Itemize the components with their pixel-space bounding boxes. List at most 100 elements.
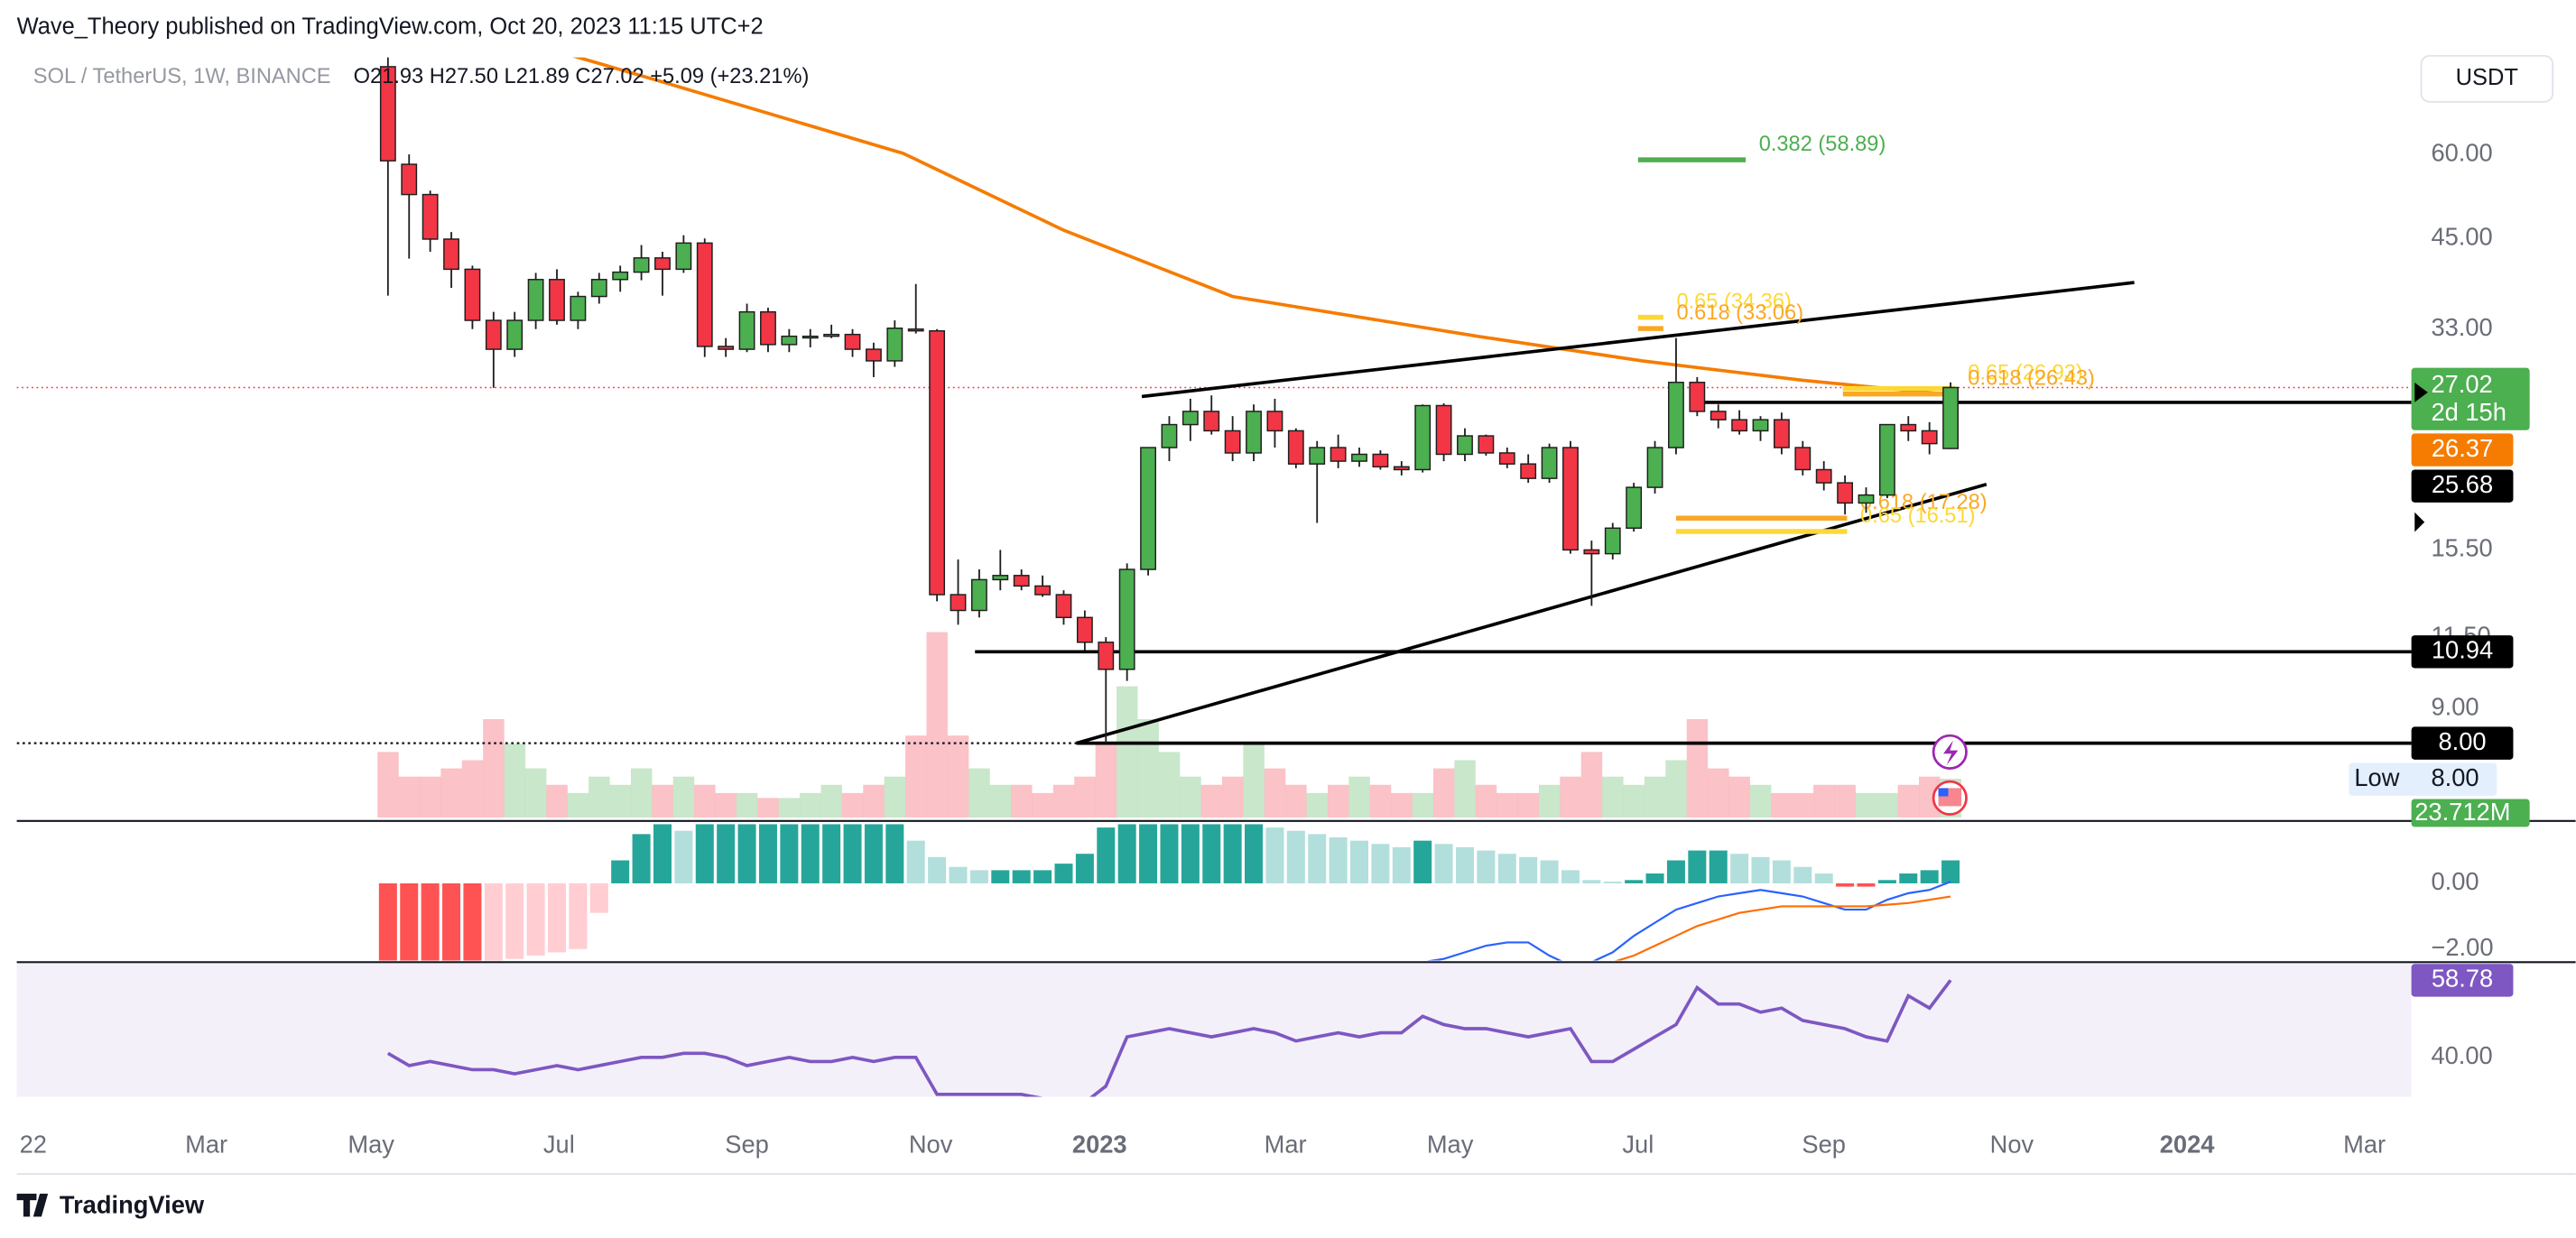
candle-body xyxy=(1161,423,1178,448)
volume-bar xyxy=(968,768,990,818)
candle-body xyxy=(696,242,713,347)
macd-histogram-bar xyxy=(1223,824,1242,883)
candle-body xyxy=(1668,382,1684,448)
candle-body xyxy=(1034,585,1052,596)
macd-histogram-bar xyxy=(969,870,988,883)
candle-body xyxy=(590,279,607,298)
macd-histogram-bar xyxy=(1075,854,1094,883)
y-tick-label: 45.00 xyxy=(2431,222,2492,250)
macd-histogram-bar xyxy=(378,882,397,961)
candle-body xyxy=(760,310,776,346)
volume-bar xyxy=(398,776,421,818)
candle-body xyxy=(929,329,946,596)
logo xyxy=(16,1193,49,1217)
candle-body xyxy=(970,578,987,612)
candle-body xyxy=(1224,430,1241,454)
y-tick-label: 60.00 xyxy=(2431,138,2492,166)
volume-bar xyxy=(1686,718,1709,818)
volume-pane xyxy=(377,632,1961,818)
trendline xyxy=(1141,281,2135,399)
volume-bar xyxy=(1644,776,1666,818)
candle-body xyxy=(549,279,565,321)
candle-body xyxy=(738,310,755,350)
brand: TradingView xyxy=(60,1191,205,1219)
macd-histogram-bar xyxy=(1392,846,1411,883)
macd-histogram-bar xyxy=(1033,870,1052,883)
x-tick-label: Jul xyxy=(1622,1130,1654,1158)
volume-bar xyxy=(1158,752,1181,818)
volume-bar xyxy=(1708,768,1729,818)
signal-line xyxy=(1614,895,1951,961)
macd-tick-label: 0.00 xyxy=(2431,867,2479,895)
candle-body xyxy=(1266,411,1283,432)
candle-body xyxy=(1287,430,1304,465)
volume-bar xyxy=(1074,776,1096,818)
x-tick-label: Mar xyxy=(185,1130,227,1158)
macd-histogram-bar xyxy=(1054,864,1073,883)
countdown: 2d 15h xyxy=(2431,398,2506,426)
x-tick-label: Mar xyxy=(1265,1130,1307,1158)
symbol: SOL / TetherUS, 1W, BINANCE xyxy=(33,65,331,88)
volume-bar xyxy=(524,768,547,818)
macd-histogram-bar xyxy=(1603,882,1622,883)
rsi-tick-label: 40.00 xyxy=(2431,1041,2492,1069)
macd-histogram-bar xyxy=(1455,846,1474,883)
low-label: Low xyxy=(2354,763,2399,791)
y-tick-label: 9.00 xyxy=(2431,693,2479,721)
macd-histogram-bar xyxy=(1793,866,1812,883)
volume-bar xyxy=(546,784,568,818)
macd-histogram-bar xyxy=(1265,827,1284,883)
candle-body xyxy=(844,333,861,350)
volume-bar xyxy=(1517,792,1539,818)
macd-histogram-bar xyxy=(526,882,545,956)
price-label-box xyxy=(2411,433,2514,467)
macd-histogram-bar xyxy=(1730,854,1749,883)
volume-bar xyxy=(1813,784,1835,818)
macd-histogram-bar xyxy=(949,866,968,883)
volume-bar xyxy=(1221,776,1244,818)
macd-histogram-bar xyxy=(1308,834,1327,883)
volume-bar xyxy=(652,784,673,818)
candle-body xyxy=(570,295,587,321)
candle-body xyxy=(1794,447,1812,471)
volume-bar xyxy=(1095,744,1117,818)
volume-bar xyxy=(1454,760,1476,818)
volume-bar xyxy=(419,776,441,818)
price-label: 8.00 xyxy=(2438,727,2486,755)
fib-label: 0.65 (26.93) xyxy=(1968,361,2082,384)
volume-bar xyxy=(1623,784,1645,818)
x-tick-label: 2024 xyxy=(2160,1130,2216,1158)
macd-histogram-bar xyxy=(822,824,841,883)
macd-histogram-bar xyxy=(801,824,820,883)
volume-bar xyxy=(1285,784,1307,818)
macd-histogram-bar xyxy=(1329,837,1348,883)
volume-bar xyxy=(1180,776,1201,818)
volume-bar xyxy=(1243,744,1265,818)
volume-bar xyxy=(1855,792,1877,818)
volume-bar xyxy=(1200,784,1223,818)
volume-bar xyxy=(863,784,885,818)
currency-button[interactable] xyxy=(2420,54,2554,103)
macd-histogram-bar xyxy=(1814,873,1833,883)
candle-body xyxy=(1140,447,1156,570)
currency[interactable]: USDT xyxy=(2456,65,2518,90)
macd-histogram-bar xyxy=(1477,850,1496,883)
candle-body xyxy=(401,163,418,196)
candle-body xyxy=(1457,435,1473,456)
candle-body xyxy=(1815,468,1832,484)
volume-bar xyxy=(884,776,906,818)
candle-body xyxy=(718,346,735,350)
price-pane: 0.382 (58.89) 0.65 (34.36)0.618 (33.06) 0.… xyxy=(16,57,2412,745)
candle-body xyxy=(1351,453,1367,462)
candle-body xyxy=(781,335,798,346)
macd-histogram-bar xyxy=(1751,856,1770,883)
candle-body xyxy=(1921,430,1938,445)
volume-bar xyxy=(926,632,948,818)
volume-bar xyxy=(1264,768,1286,818)
volume-bar xyxy=(588,776,610,818)
candle-body xyxy=(1181,411,1199,426)
macd-histogram-bar xyxy=(1540,860,1559,883)
candle-body xyxy=(1203,411,1220,432)
volume-bar xyxy=(1876,792,1898,818)
